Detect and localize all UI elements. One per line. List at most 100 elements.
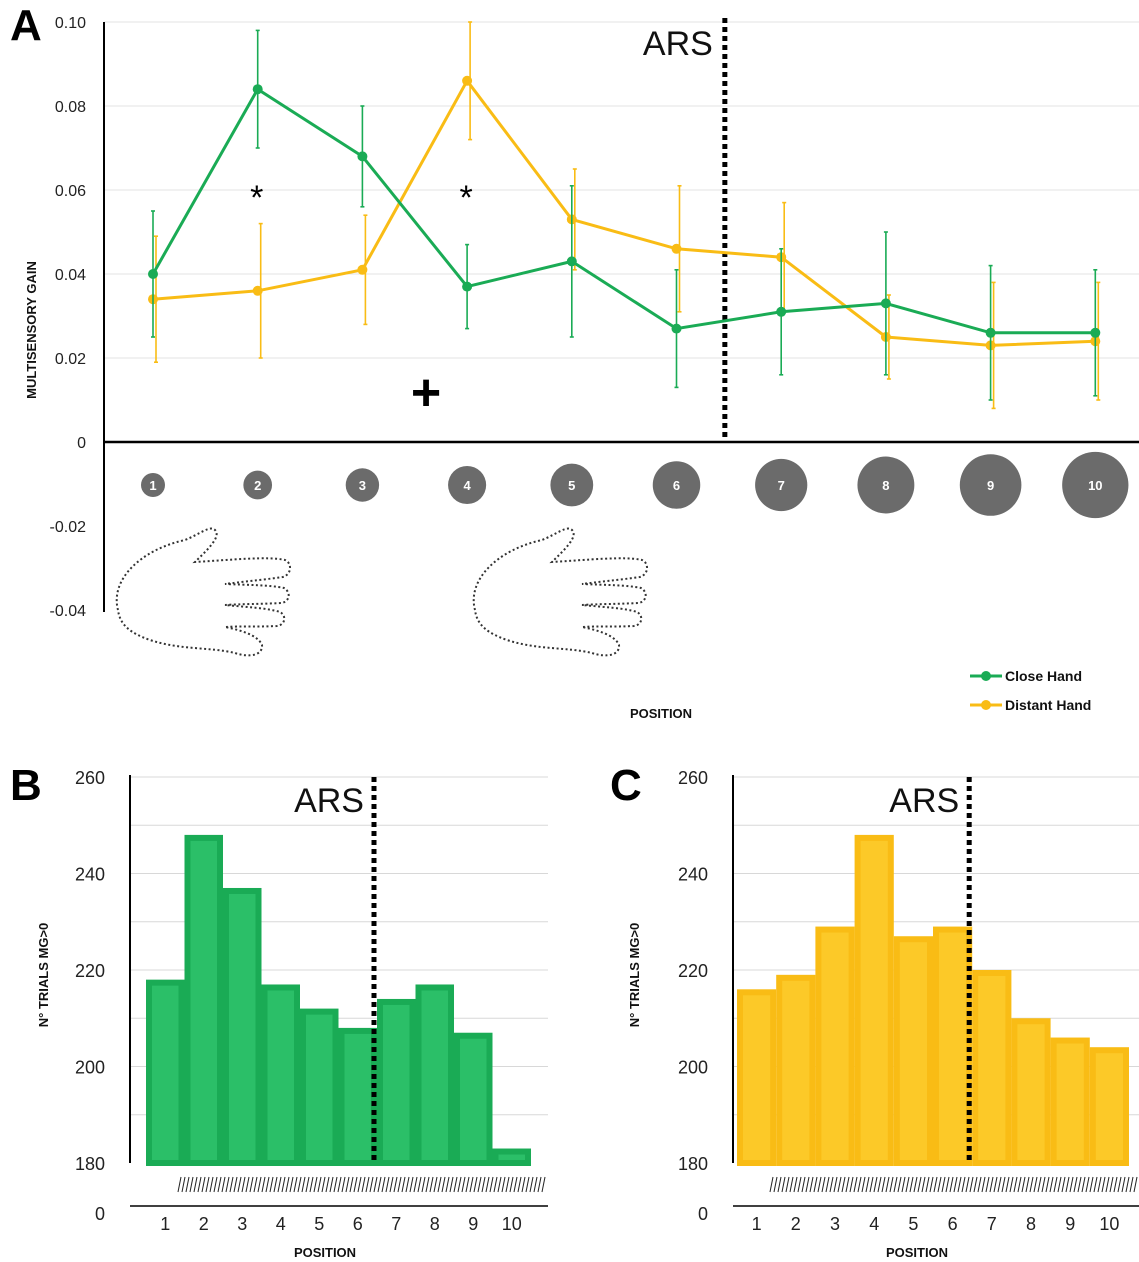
break-hatch (769, 1176, 774, 1193)
break-hatch (821, 1176, 826, 1193)
break-hatch (397, 1176, 402, 1193)
bar (972, 970, 1012, 1166)
y-tick-label: 260 (75, 768, 105, 788)
bar (223, 887, 262, 1166)
y-tick-label: 0.04 (55, 267, 86, 284)
break-hatch (193, 1176, 198, 1193)
break-hatch (829, 1176, 834, 1193)
break-hatch (913, 1176, 918, 1193)
break-hatch (289, 1176, 294, 1193)
break-hatch (801, 1176, 806, 1193)
break-hatch (417, 1176, 422, 1193)
break-hatch (437, 1176, 442, 1193)
panel-c: C 260 240 220 200 180 0 1 2 3 4 5 6 7 8 9 10 ARS N° TR… (610, 761, 1139, 1260)
break-hatch (969, 1176, 974, 1193)
break-hatch (469, 1176, 474, 1193)
break-hatch (233, 1176, 238, 1193)
break-hatch (361, 1176, 366, 1193)
panel-a-x-axis-title: POSITION (630, 706, 692, 721)
break-hatch (473, 1176, 478, 1193)
series-distant-hand (148, 21, 1101, 410)
break-hatch (889, 1176, 894, 1193)
break-hatch (425, 1176, 430, 1193)
break-hatch (537, 1176, 542, 1193)
break-hatch (881, 1176, 886, 1193)
break-hatch (413, 1176, 418, 1193)
break-hatch (1005, 1176, 1010, 1193)
panel-c-ars-label: ARS (889, 782, 959, 820)
break-hatch (1033, 1176, 1038, 1193)
break-hatch (1113, 1176, 1118, 1193)
break-hatch (197, 1176, 202, 1193)
panel-b-x-ticks: 1 2 3 4 5 6 7 8 9 10 (160, 1214, 522, 1234)
break-hatch (865, 1176, 870, 1193)
break-hatch (1001, 1176, 1006, 1193)
break-hatch (465, 1176, 470, 1193)
panel-c-y-axis-title: N° TRIALS MG>0 (627, 923, 642, 1028)
break-hatch (1101, 1176, 1106, 1193)
y-tick-label: 0.08 (55, 99, 86, 116)
break-hatch (1057, 1176, 1062, 1193)
break-hatch (917, 1176, 922, 1193)
break-hatch (501, 1176, 506, 1193)
panel-b: B 260 240 220 200 180 0 1 2 3 4 5 6 7 8 9 10 ARS N° TR… (10, 761, 548, 1260)
break-hatch (849, 1176, 854, 1193)
x-tick-label: 8 (430, 1214, 440, 1234)
break-hatch (949, 1176, 954, 1193)
data-point (252, 84, 263, 95)
x-tick-label: 8 (1026, 1214, 1036, 1234)
panel-b-y-axis-title: N° TRIALS MG>0 (36, 923, 51, 1028)
panel-c-y-ticks: 260 240 220 200 180 0 (678, 768, 708, 1224)
break-hatch (389, 1176, 394, 1193)
y-tick-label: 0 (95, 1204, 105, 1224)
panel-a-y-ticks: 0.10 0.08 0.06 0.04 0.02 0 -0.02 -0.04 (50, 15, 87, 620)
break-hatch (349, 1176, 354, 1193)
data-point (462, 281, 473, 292)
break-hatch (937, 1176, 942, 1193)
break-hatch (341, 1176, 346, 1193)
y-tick-label: 260 (678, 768, 708, 788)
panel-c-x-axis-title: POSITION (886, 1245, 948, 1260)
break-hatch (181, 1176, 186, 1193)
break-hatch (217, 1176, 222, 1193)
position-circle-2: 2 (243, 470, 273, 500)
break-hatch (929, 1176, 934, 1193)
legend-distant-hand-label: Distant Hand (1005, 697, 1091, 713)
panel-b-ars-label: ARS (294, 782, 364, 820)
break-hatch (481, 1176, 486, 1193)
panel-a-series (148, 21, 1101, 410)
break-hatch (1109, 1176, 1114, 1193)
y-tick-label: -0.04 (50, 603, 87, 620)
position-circle-shape (141, 473, 165, 497)
break-hatch (457, 1176, 462, 1193)
position-circle-label: 10 (1088, 478, 1102, 493)
data-point (148, 269, 158, 279)
break-hatch (489, 1176, 494, 1193)
break-hatch (533, 1176, 538, 1193)
break-hatch (301, 1176, 306, 1193)
legend-item-distant-hand: Distant Hand (970, 697, 1091, 713)
break-hatch (989, 1176, 994, 1193)
break-hatch (945, 1176, 950, 1193)
bar (1089, 1047, 1130, 1166)
position-circle-label: 2 (254, 478, 261, 493)
break-hatch (837, 1176, 842, 1193)
panel-a: A 0.10 0.08 0.06 0.04 0.02 0 -0.02 -0.04 MULTIS… (10, 1, 1139, 721)
break-hatch (237, 1176, 242, 1193)
y-tick-label: 240 (75, 865, 105, 885)
break-hatch (781, 1176, 786, 1193)
break-hatch (1133, 1176, 1138, 1193)
close-hand-icon (115, 527, 291, 657)
panel-c-bars (737, 834, 1130, 1167)
position-circle-shape (1062, 451, 1129, 519)
y-tick-label: 0.06 (55, 183, 86, 200)
break-hatch (189, 1176, 194, 1193)
break-hatch (973, 1176, 978, 1193)
break-hatch (941, 1176, 946, 1193)
data-point (357, 151, 368, 162)
bar (338, 1027, 377, 1167)
break-hatch (297, 1176, 302, 1193)
position-circle-label: 4 (463, 478, 471, 493)
break-hatch (333, 1176, 338, 1193)
break-hatch (273, 1176, 278, 1193)
